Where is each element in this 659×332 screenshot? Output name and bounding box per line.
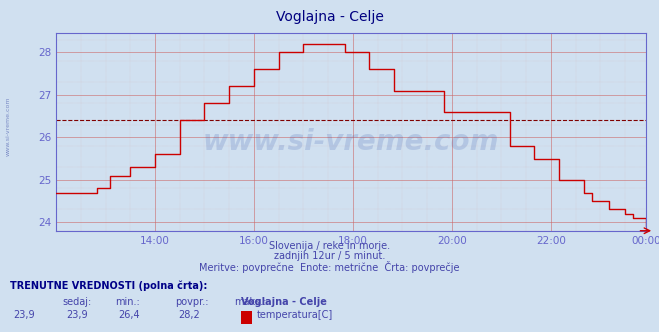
Text: povpr.:: povpr.: [175,297,208,307]
Text: Slovenija / reke in morje.: Slovenija / reke in morje. [269,241,390,251]
Text: Voglajna - Celje: Voglajna - Celje [275,10,384,24]
Text: 23,9: 23,9 [13,310,35,320]
Text: 28,2: 28,2 [178,310,200,320]
Text: maks.:: maks.: [234,297,266,307]
Text: Voglajna - Celje: Voglajna - Celje [241,297,326,307]
Text: www.si-vreme.com: www.si-vreme.com [5,96,11,156]
Text: sedaj:: sedaj: [63,297,92,307]
Text: 23,9: 23,9 [66,310,88,320]
Text: min.:: min.: [115,297,140,307]
Text: Meritve: povprečne  Enote: metrične  Črta: povprečje: Meritve: povprečne Enote: metrične Črta:… [199,261,460,273]
Text: 26,4: 26,4 [119,310,140,320]
Text: www.si-vreme.com: www.si-vreme.com [203,128,499,156]
Text: TRENUTNE VREDNOSTI (polna črta):: TRENUTNE VREDNOSTI (polna črta): [10,281,208,291]
Text: temperatura[C]: temperatura[C] [257,310,333,320]
Text: zadnjih 12ur / 5 minut.: zadnjih 12ur / 5 minut. [273,251,386,261]
